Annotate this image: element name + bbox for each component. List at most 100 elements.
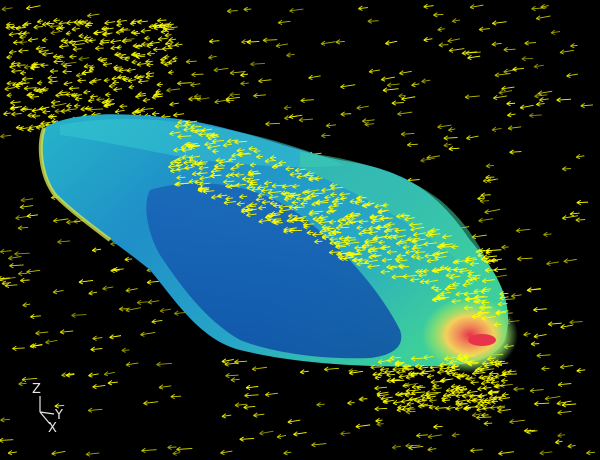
stagnation-hot-spot (422, 297, 518, 373)
velocity-vector (379, 366, 389, 372)
velocity-vector (433, 424, 443, 430)
velocity-vector (394, 228, 406, 234)
velocity-vector (410, 226, 425, 232)
velocity-vector (42, 51, 54, 57)
velocity-vector (7, 450, 17, 456)
velocity-vector (102, 31, 110, 37)
velocity-vector (480, 305, 493, 311)
velocity-vector (266, 212, 277, 219)
velocity-vector (23, 21, 32, 27)
velocity-vector (167, 444, 177, 450)
velocity-vector (478, 374, 491, 380)
velocity-vector (38, 105, 50, 111)
velocity-vector (31, 113, 41, 119)
velocity-vector (437, 26, 445, 32)
velocity-vector (153, 46, 163, 53)
velocity-vector (83, 89, 91, 95)
velocity-vector (239, 194, 248, 200)
velocity-vector (114, 108, 125, 114)
velocity-vector (450, 363, 460, 369)
velocity-vector (367, 248, 378, 255)
velocity-vector (16, 62, 26, 68)
velocity-vector (476, 311, 488, 317)
velocity-vector (521, 56, 534, 62)
velocity-vector (23, 64, 32, 70)
velocity-vector (481, 278, 496, 284)
velocity-vector (156, 17, 167, 24)
velocity-vector (375, 417, 383, 424)
velocity-vector (316, 401, 325, 408)
velocity-vector (343, 237, 357, 244)
velocity-vector (416, 255, 424, 261)
velocity-vector (21, 376, 38, 382)
velocity-vector (426, 394, 436, 400)
velocity-vector (321, 187, 332, 193)
velocity-vector (358, 5, 369, 11)
velocity-vector (535, 15, 551, 21)
velocity-vector (87, 407, 103, 413)
velocity-vector (41, 37, 48, 43)
velocity-vector (494, 362, 503, 368)
velocity-vector (100, 57, 107, 64)
velocity-vector (482, 286, 492, 293)
velocity-vector (324, 366, 339, 372)
velocity-vector (288, 213, 297, 219)
velocity-vector (487, 390, 499, 396)
velocity-vector (159, 307, 172, 313)
velocity-vector (71, 42, 85, 48)
velocity-vector (446, 267, 456, 273)
velocity-vector (546, 260, 559, 266)
velocity-vector (358, 219, 369, 225)
velocity-vector (378, 239, 385, 245)
velocity-vector (164, 40, 174, 46)
velocity-vector (149, 40, 160, 46)
velocity-vector (526, 287, 542, 293)
x-axis-label: X (48, 421, 57, 436)
velocity-vector (221, 358, 234, 364)
velocity-vector (271, 183, 286, 189)
velocity-vector (0, 437, 14, 443)
velocity-vector (471, 234, 487, 240)
velocity-vector (310, 191, 325, 197)
velocity-vector (394, 256, 404, 262)
velocity-vector (423, 241, 438, 247)
velocity-vector (311, 442, 327, 448)
velocity-vector (324, 194, 331, 200)
axis-triad: Z Y X (32, 382, 63, 436)
velocity-vector (414, 363, 425, 369)
velocity-vector (396, 253, 407, 259)
velocity-vector (151, 94, 163, 100)
velocity-vector (283, 226, 297, 232)
velocity-vector (431, 386, 442, 392)
velocity-vector (29, 94, 40, 100)
velocity-vector (472, 275, 480, 281)
velocity-vector (193, 160, 208, 166)
velocity-vector (275, 42, 289, 49)
velocity-vector (288, 204, 300, 211)
velocity-vector (438, 42, 449, 48)
velocity-vector (380, 395, 393, 401)
velocity-vector (308, 74, 321, 80)
velocity-vector (269, 155, 277, 161)
velocity-vector (420, 393, 429, 399)
velocity-vector (456, 374, 464, 380)
velocity-vector (517, 256, 533, 262)
velocity-vector (348, 370, 364, 376)
velocity-vector (531, 5, 547, 12)
velocity-vector (183, 126, 192, 132)
velocity-vector (443, 142, 452, 148)
velocity-vector (376, 392, 389, 399)
velocity-vector (503, 47, 516, 53)
velocity-vector (234, 402, 247, 408)
velocity-vector (479, 198, 490, 204)
velocity-vector (533, 333, 547, 339)
velocity-vector (454, 405, 463, 411)
velocity-vector (391, 100, 404, 106)
velocity-vector (475, 298, 487, 304)
velocity-vector (389, 355, 401, 361)
velocity-vector (483, 362, 497, 369)
velocity-vector (455, 392, 470, 399)
velocity-vector (185, 58, 197, 65)
velocity-vector (575, 217, 586, 223)
